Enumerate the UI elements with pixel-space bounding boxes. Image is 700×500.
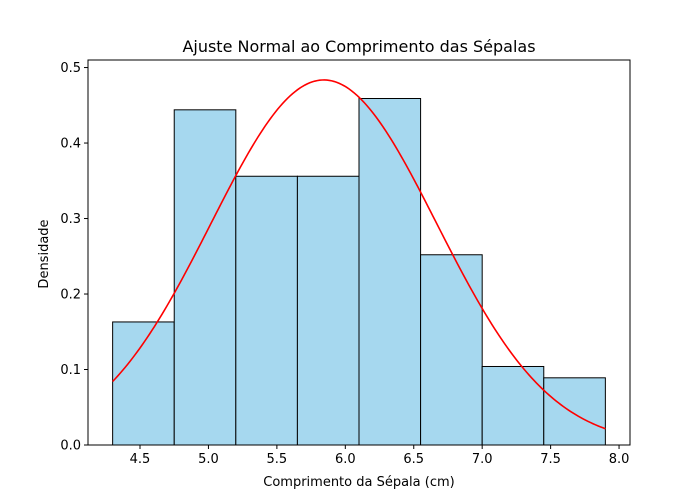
y-tick-label: 0.4 [60,137,81,152]
x-tick-label: 5.5 [267,452,288,467]
x-tick-label: 7.5 [540,452,561,467]
chart-title: Ajuste Normal ao Comprimento das Sépalas [182,37,535,56]
histogram-bar-1 [112,321,175,446]
y-tick-label: 0.0 [60,439,81,454]
histogram-bar-7 [481,365,545,446]
x-tick-label: 7.0 [472,452,493,467]
x-tick-label: 8.0 [609,452,630,467]
histogram-bar-6 [420,254,483,446]
y-tick-label: 0.1 [60,363,81,378]
normal-fit-curve [112,79,606,430]
y-tick-label: 0.2 [60,288,81,303]
x-tick-label: 5.0 [198,452,219,467]
histogram-bar-4 [296,175,360,446]
plot-frame [87,59,631,446]
x-tick-label: 6.0 [335,452,356,467]
x-tick-label: 6.5 [403,452,424,467]
x-tick-label: 4.5 [130,452,151,467]
histogram-bar-5 [358,98,422,446]
histogram-bar-3 [235,175,298,446]
histogram-bar-8 [543,377,606,446]
y-tick-label: 0.5 [60,61,81,76]
histogram-bar-2 [173,109,237,446]
x-axis-label: Comprimento da Sépala (cm) [263,475,454,490]
y-axis-label: Densidade [37,219,52,288]
y-tick-label: 0.3 [60,212,81,227]
plot-area: 4.5 5.0 5.5 6.0 6.5 7.0 7.5 8.0 0.0 0.1 0.2 0.3 0.4 0… [60,59,631,467]
